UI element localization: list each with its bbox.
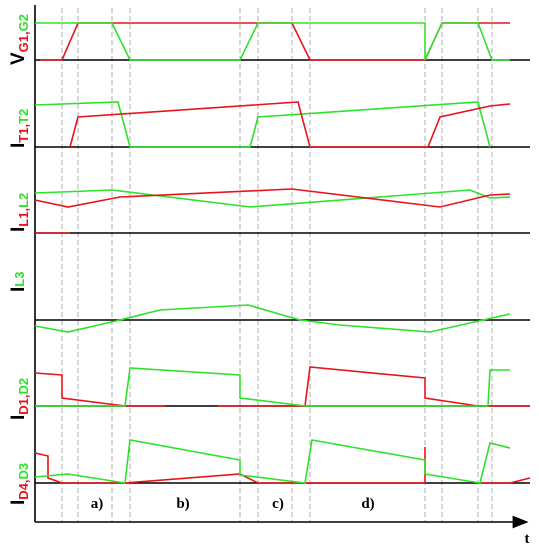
axis-label: t bbox=[525, 531, 530, 547]
waveforms bbox=[34, 22, 531, 484]
subscript: G1, bbox=[16, 31, 31, 52]
interval-label: a) bbox=[91, 496, 104, 512]
axes bbox=[34, 5, 530, 529]
row-label: IL3 bbox=[8, 272, 29, 292]
symbol: I bbox=[8, 500, 29, 505]
interval-label: b) bbox=[176, 496, 189, 512]
subscript: D1, bbox=[16, 394, 31, 414]
interval-labels: a) b) c) d) bbox=[91, 496, 375, 512]
subscript: G2 bbox=[16, 14, 31, 31]
symbol: I bbox=[8, 227, 29, 232]
subscript: D2 bbox=[16, 378, 31, 395]
symbol: I bbox=[8, 143, 29, 148]
symbol: I bbox=[8, 287, 29, 292]
dashed-guides bbox=[61, 8, 493, 522]
row-label: ID4,D3 bbox=[8, 463, 31, 505]
subscript: L3 bbox=[12, 272, 27, 287]
row-label: IL1,L2 bbox=[8, 193, 31, 232]
subscript: D4, bbox=[16, 479, 31, 499]
interval-label: c) bbox=[272, 496, 284, 512]
interval-label: d) bbox=[361, 496, 374, 512]
subscript: D3 bbox=[16, 463, 31, 480]
row-label: ID1,D2 bbox=[8, 378, 31, 420]
subscript: T2 bbox=[16, 109, 31, 124]
row-label: IT1,T2 bbox=[8, 109, 31, 148]
row-label: VG1,G2 bbox=[8, 14, 31, 65]
subscript: T1, bbox=[16, 124, 31, 143]
symbol: I bbox=[8, 415, 29, 420]
subscript: L2 bbox=[16, 193, 31, 208]
row-labels: VG1,G2 IT1,T2 IL1,L2 IL3 ID1,D2 ID4,D3 bbox=[8, 14, 31, 505]
subscript: L1, bbox=[16, 208, 31, 227]
symbol: V bbox=[8, 52, 29, 65]
